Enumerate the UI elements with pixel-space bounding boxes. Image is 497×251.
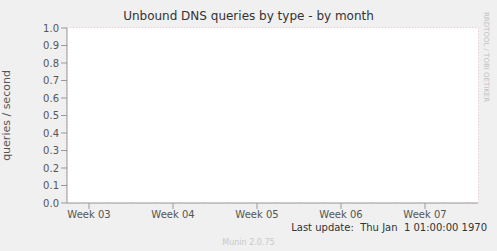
svg-text:0.8: 0.8	[43, 58, 59, 69]
svg-text:Week 07: Week 07	[403, 209, 446, 220]
svg-text:0.2: 0.2	[43, 163, 59, 174]
svg-text:Week 06: Week 06	[319, 209, 362, 220]
svg-text:0.3: 0.3	[43, 145, 59, 156]
svg-text:1.0: 1.0	[43, 23, 59, 34]
html-text:RRDTOOL / TOBI OETIKER: RRDTOOL / TOBI OETIKER	[482, 12, 490, 103]
svg-text:queries / second: queries / second	[8, 70, 13, 161]
svg-text:Week 05: Week 05	[235, 209, 278, 220]
html-text:Munin 2.0.75: Munin 2.0.75	[222, 238, 275, 247]
svg-text:0.9: 0.9	[43, 40, 59, 51]
svg-text:0.0: 0.0	[43, 198, 59, 209]
svg-text:0.1: 0.1	[43, 180, 59, 191]
svg-text:0.7: 0.7	[43, 75, 59, 86]
svg-text:0.4: 0.4	[43, 128, 59, 139]
html-text:Unbound DNS queries by type -: Unbound DNS queries by type - by month	[123, 9, 374, 23]
svg-text:0.5: 0.5	[43, 110, 59, 121]
svg-text:Week 04: Week 04	[151, 209, 194, 220]
html-text:Last update: Thu Jan 1 01:00:0: Last update: Thu Jan 1 01:00:00 1970	[291, 222, 487, 233]
svg-text:0.6: 0.6	[43, 93, 59, 104]
svg-text:Week 03: Week 03	[67, 209, 110, 220]
